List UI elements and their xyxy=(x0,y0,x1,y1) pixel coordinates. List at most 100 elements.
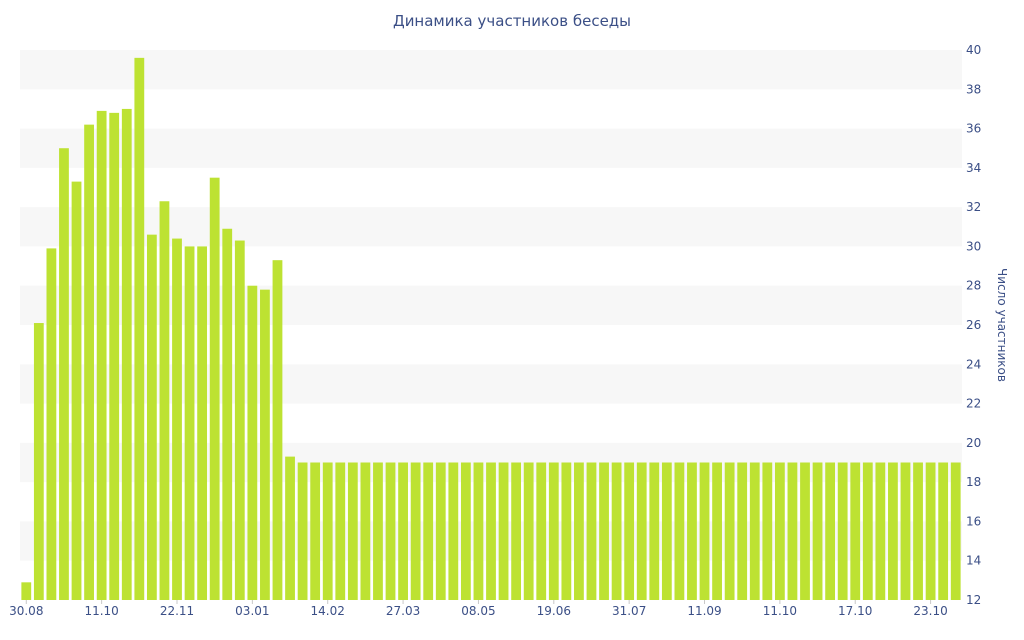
bar[interactable] xyxy=(523,462,534,601)
bar[interactable] xyxy=(360,462,371,601)
bar[interactable] xyxy=(561,462,572,601)
x-tick-label: 14.02 xyxy=(311,604,345,618)
bar[interactable] xyxy=(197,246,208,600)
bar[interactable] xyxy=(636,462,647,601)
bar[interactable] xyxy=(938,462,949,601)
y-tick-label: 16 xyxy=(966,514,981,528)
bar[interactable] xyxy=(373,462,383,601)
bar[interactable] xyxy=(812,462,823,601)
bar[interactable] xyxy=(850,462,861,601)
x-tick-label: 30.08 xyxy=(9,604,43,618)
bar[interactable] xyxy=(661,462,672,601)
bar[interactable] xyxy=(247,285,258,600)
bar[interactable] xyxy=(473,462,484,601)
bar[interactable] xyxy=(46,248,57,600)
bar[interactable] xyxy=(486,462,496,601)
y-axis: 12 14 16 18 20 22 24 26 28 30 32 34 36 38 40 xyxy=(966,43,981,607)
bar[interactable] xyxy=(599,462,609,601)
y-tick-label: 24 xyxy=(966,357,981,371)
bar[interactable] xyxy=(548,462,559,601)
bar[interactable] xyxy=(498,462,509,601)
bar[interactable] xyxy=(862,462,873,601)
bar[interactable] xyxy=(285,456,295,600)
bar[interactable] xyxy=(272,260,283,600)
y-tick-label: 28 xyxy=(966,279,981,293)
bar[interactable] xyxy=(423,462,434,601)
bar[interactable] xyxy=(96,110,107,601)
bar[interactable] xyxy=(121,108,132,600)
grid-band xyxy=(20,128,962,168)
bar[interactable] xyxy=(913,462,923,601)
bar[interactable] xyxy=(724,462,735,601)
bar[interactable] xyxy=(172,238,182,601)
bar[interactable] xyxy=(460,462,471,601)
bar[interactable] xyxy=(109,112,120,600)
x-tick-label: 17.10 xyxy=(838,604,872,618)
x-tick-label: 03.01 xyxy=(235,604,269,618)
bar[interactable] xyxy=(310,462,321,601)
x-tick-label: 08.05 xyxy=(461,604,495,618)
bar[interactable] xyxy=(59,148,69,600)
bar[interactable] xyxy=(586,462,597,601)
y-tick-label: 38 xyxy=(966,82,981,96)
bar[interactable] xyxy=(900,462,911,601)
bar[interactable] xyxy=(888,462,898,601)
bar[interactable] xyxy=(536,462,547,601)
bar[interactable] xyxy=(435,462,446,601)
bar[interactable] xyxy=(184,246,195,600)
bar[interactable] xyxy=(33,323,44,600)
bar[interactable] xyxy=(925,462,936,601)
bar[interactable] xyxy=(385,462,396,601)
y-tick-label: 14 xyxy=(966,554,981,568)
bar[interactable] xyxy=(649,462,660,601)
bar[interactable] xyxy=(875,462,886,601)
bar[interactable] xyxy=(787,462,798,601)
bar[interactable] xyxy=(222,228,233,600)
bar[interactable] xyxy=(159,201,170,600)
chart-title: Динамика участников беседы xyxy=(392,12,632,30)
bar[interactable] xyxy=(699,462,710,601)
bar[interactable] xyxy=(347,462,358,601)
bar[interactable] xyxy=(687,462,697,601)
bar[interactable] xyxy=(146,234,157,600)
bar[interactable] xyxy=(825,462,836,601)
y-tick-label: 18 xyxy=(966,475,981,489)
bar[interactable] xyxy=(322,462,333,601)
bar[interactable] xyxy=(134,57,145,601)
bar[interactable] xyxy=(234,240,245,601)
bar[interactable] xyxy=(574,462,584,601)
bar[interactable] xyxy=(297,462,308,601)
y-tick-label: 40 xyxy=(966,43,981,57)
bar[interactable] xyxy=(737,462,748,601)
x-tick-label: 31.07 xyxy=(612,604,646,618)
bar[interactable] xyxy=(837,462,848,601)
grid-band xyxy=(20,50,962,90)
bar[interactable] xyxy=(674,462,685,601)
x-tick-label: 11.10 xyxy=(763,604,797,618)
y-tick-label: 22 xyxy=(966,397,981,411)
bar[interactable] xyxy=(209,177,220,600)
y-tick-label: 30 xyxy=(966,239,981,253)
bar[interactable] xyxy=(749,462,760,601)
x-tick-label: 22.11 xyxy=(160,604,194,618)
bar[interactable] xyxy=(800,462,810,601)
bar[interactable] xyxy=(71,181,82,600)
bar[interactable] xyxy=(611,462,622,601)
bar[interactable] xyxy=(774,462,785,601)
x-tick-label: 11.10 xyxy=(84,604,118,618)
bar[interactable] xyxy=(762,462,773,601)
bar[interactable] xyxy=(511,462,522,601)
bar[interactable] xyxy=(398,462,408,601)
bar[interactable] xyxy=(624,462,635,601)
bar[interactable] xyxy=(335,462,346,601)
x-tick-label: 23.10 xyxy=(913,604,947,618)
bar[interactable] xyxy=(448,462,459,601)
bar[interactable] xyxy=(950,462,961,601)
y-tick-label: 36 xyxy=(966,122,981,136)
bar[interactable] xyxy=(21,582,32,600)
y-tick-label: 34 xyxy=(966,161,981,175)
bar[interactable] xyxy=(84,124,94,601)
bar[interactable] xyxy=(410,462,421,601)
bar[interactable] xyxy=(712,462,722,601)
bar[interactable] xyxy=(260,289,270,600)
